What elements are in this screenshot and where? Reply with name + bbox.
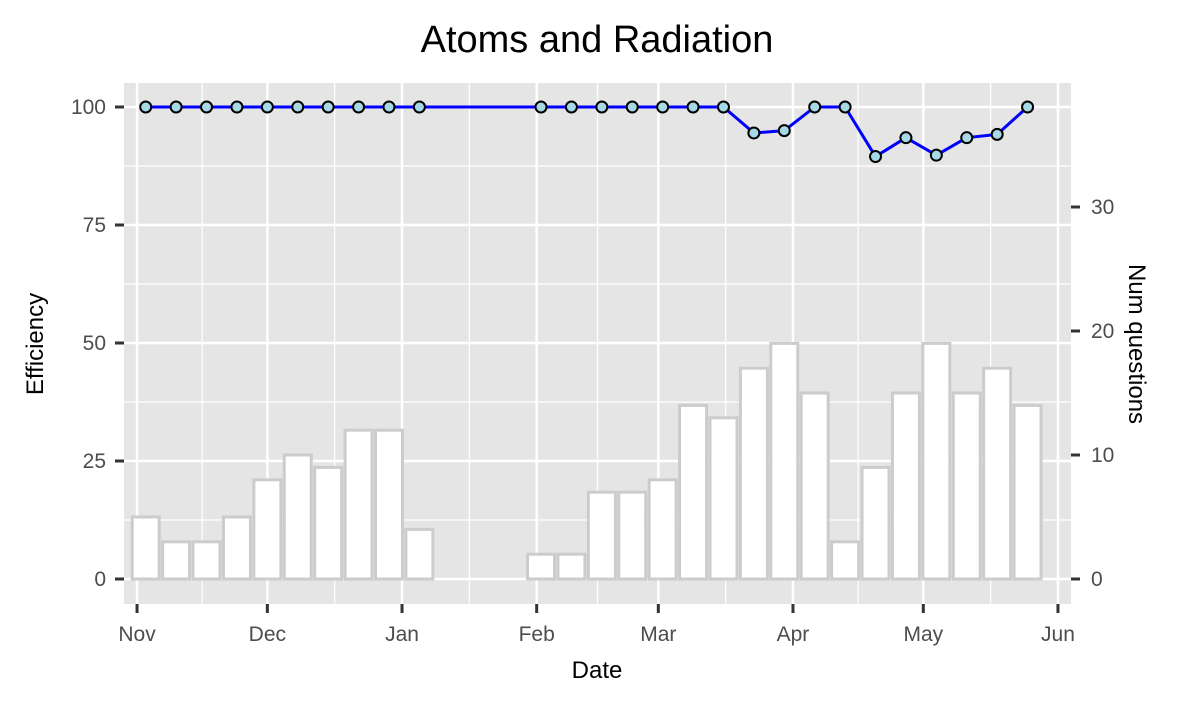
bar (708, 416, 739, 581)
x-tick-label: Mar (640, 623, 676, 646)
bar (678, 403, 709, 581)
y-right-tick-label: 30 (1091, 196, 1114, 219)
efficiency-point (230, 100, 244, 114)
x-tick-label: Apr (777, 623, 810, 646)
efficiency-point (412, 100, 426, 114)
bar (982, 366, 1013, 581)
efficiency-point (564, 100, 578, 114)
bar (252, 478, 283, 581)
efficiency-point (747, 126, 761, 140)
bars (130, 341, 1043, 581)
efficiency-point (169, 100, 183, 114)
bar (282, 453, 313, 581)
y-left-tick-label: 100 (71, 96, 106, 119)
bar (526, 552, 557, 581)
x-tick-label: Feb (519, 623, 555, 646)
bar (738, 366, 769, 581)
bar (191, 540, 222, 581)
y-axis-left-title: Efficiency (22, 293, 49, 395)
y-left-tick-label: 75 (83, 214, 106, 237)
bar (313, 465, 344, 581)
bar (161, 540, 192, 581)
bar (890, 391, 921, 581)
axes: 0 25 50 75 100 0 10 20 30 Nov Dec Jan Feb Mar Apr May Ju… (71, 96, 1114, 646)
efficiency-point (139, 100, 153, 114)
bar (921, 341, 952, 581)
efficiency-point (291, 100, 305, 114)
y-right-tick-label: 20 (1091, 320, 1114, 343)
x-tick-label: Jun (1041, 623, 1075, 646)
efficiency-point (716, 100, 730, 114)
bar (556, 552, 587, 581)
efficiency-points (139, 100, 1035, 164)
efficiency-point (1021, 100, 1035, 114)
x-tick-label: Nov (118, 623, 156, 646)
bar (373, 428, 404, 581)
chart-title: Atoms and Radiation (421, 19, 774, 61)
efficiency-point (534, 100, 548, 114)
efficiency-point (960, 131, 974, 145)
bar (647, 478, 678, 581)
efficiency-point (869, 150, 883, 164)
bar (130, 515, 161, 581)
bar (617, 490, 648, 581)
efficiency-point (838, 100, 852, 114)
y-right-tick-label: 0 (1091, 568, 1103, 591)
efficiency-point (656, 100, 670, 114)
x-tick-label: Dec (249, 623, 286, 646)
y-left-tick-label: 0 (94, 568, 106, 591)
y-axis-right-title: Num questions (1123, 264, 1150, 424)
efficiency-point (899, 131, 913, 145)
bar (769, 341, 800, 581)
efficiency-point (929, 148, 943, 162)
y-right-tick-label: 10 (1091, 444, 1114, 467)
bar (404, 527, 435, 581)
efficiency-point (990, 127, 1004, 141)
bar (1012, 403, 1043, 581)
efficiency-point (625, 100, 639, 114)
x-tick-label: Jan (385, 623, 419, 646)
efficiency-point (777, 124, 791, 138)
bar (586, 490, 617, 581)
bar (951, 391, 982, 581)
efficiency-point (382, 100, 396, 114)
efficiency-point (352, 100, 366, 114)
efficiency-point (595, 100, 609, 114)
x-tick-label: May (903, 623, 943, 646)
efficiency-point (686, 100, 700, 114)
bar (799, 391, 830, 581)
x-axis-title: Date (572, 657, 623, 684)
efficiency-point (200, 100, 214, 114)
bar (860, 465, 891, 581)
efficiency-point (260, 100, 274, 114)
efficiency-point (808, 100, 822, 114)
efficiency-point (321, 100, 335, 114)
bar (221, 515, 252, 581)
y-left-tick-label: 25 (83, 450, 106, 473)
y-left-tick-label: 50 (83, 332, 106, 355)
bar (830, 540, 861, 581)
bar (343, 428, 374, 581)
